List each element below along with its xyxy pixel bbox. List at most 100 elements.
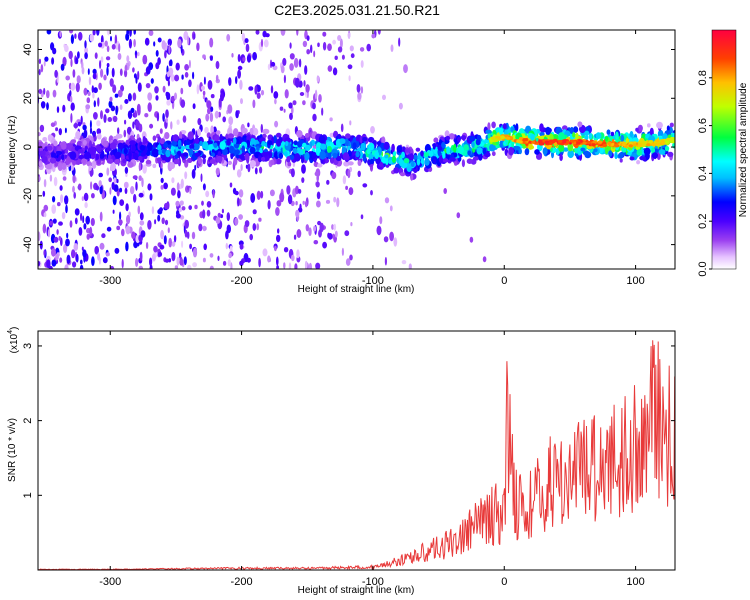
noise-speck — [164, 258, 170, 263]
noise-speck — [256, 92, 261, 99]
noise-speck — [156, 112, 160, 122]
noise-speck — [109, 96, 113, 102]
noise-speck — [289, 53, 295, 60]
ridge-mark — [219, 141, 226, 150]
ridge-mark — [368, 153, 374, 161]
noise-speck — [246, 54, 252, 63]
noise-speck — [68, 50, 73, 60]
noise-speck — [349, 254, 353, 261]
ridge-mark — [636, 160, 641, 165]
ridge-mark — [352, 142, 357, 150]
noise-speck — [133, 241, 139, 249]
noise-speck — [155, 50, 159, 57]
noise-speck — [345, 185, 348, 190]
ridge-mark — [412, 154, 418, 160]
noise-speck — [181, 74, 184, 80]
ridge-mark — [647, 123, 651, 128]
noise-speck — [90, 217, 95, 227]
noise-speck — [59, 257, 63, 263]
noise-speck — [43, 212, 47, 218]
ridge-mark — [159, 138, 166, 145]
ridge-mark — [319, 150, 326, 160]
noise-speck — [247, 122, 250, 128]
ridge-mark — [182, 152, 189, 157]
ridge-mark — [128, 151, 132, 160]
ridge-mark — [88, 165, 92, 171]
noise-speck — [135, 76, 138, 84]
noise-speck — [38, 132, 41, 137]
ridge-mark — [379, 161, 384, 168]
noise-speck — [297, 188, 302, 194]
ridge-mark — [457, 146, 464, 155]
ridge-mark — [542, 147, 548, 156]
ridge-mark — [424, 158, 430, 166]
ridge-mark — [604, 135, 609, 142]
noise-speck — [170, 187, 176, 196]
ridge-core — [669, 138, 674, 142]
ridge-mark — [165, 149, 171, 158]
noise-speck — [184, 171, 188, 180]
noise-speck — [43, 60, 46, 67]
noise-speck — [131, 231, 136, 239]
noise-speck — [192, 247, 198, 258]
ridge-core — [531, 140, 536, 144]
noise-speck — [139, 220, 145, 226]
noise-speck — [225, 242, 228, 250]
noise-speck — [54, 69, 58, 78]
ridge-mark — [156, 157, 163, 162]
ridge-mark — [357, 160, 362, 166]
noise-speck — [227, 160, 232, 165]
noise-speck — [217, 255, 220, 261]
noise-speck — [197, 118, 202, 126]
noise-speck — [357, 170, 361, 177]
ridge-mark — [472, 156, 480, 161]
noise-speck — [144, 113, 149, 118]
noise-speck — [72, 69, 76, 78]
noise-speck — [315, 181, 320, 188]
ridge-mark — [97, 145, 102, 153]
ridge-mark — [287, 162, 292, 167]
ridge-mark — [573, 126, 579, 133]
noise-speck — [125, 225, 131, 235]
noise-speck — [245, 43, 250, 53]
ridge-mark — [499, 140, 503, 148]
noise-speck — [160, 229, 165, 240]
noise-speck — [51, 57, 55, 65]
noise-speck — [276, 234, 281, 243]
noise-speck — [121, 228, 125, 237]
ridge-mark — [466, 158, 473, 164]
noise-speck — [149, 257, 153, 267]
ridge-mark — [410, 161, 415, 168]
ridge-mark — [174, 154, 179, 159]
noise-speck — [94, 245, 99, 255]
noise-speck — [238, 214, 244, 220]
noise-speck — [305, 84, 310, 93]
ridge-mark — [241, 127, 248, 134]
noise-speck — [38, 88, 43, 95]
noise-speck — [38, 260, 41, 267]
ridge-mark — [304, 133, 310, 138]
noise-speck — [99, 184, 103, 195]
noise-speck — [80, 259, 83, 265]
noise-speck — [163, 182, 169, 190]
noise-speck — [47, 229, 51, 238]
noise-speck — [260, 190, 264, 199]
noise-speck — [72, 174, 76, 184]
noise-speck — [340, 123, 344, 133]
y-tick-label: 1 — [22, 492, 34, 498]
noise-speck — [274, 120, 279, 128]
ridge-mark — [141, 131, 147, 140]
noise-speck — [134, 110, 137, 118]
noise-speck — [359, 47, 365, 52]
noise-speck — [117, 53, 122, 60]
noise-speck — [241, 32, 246, 42]
noise-speck — [135, 181, 138, 191]
noise-speck — [228, 252, 232, 259]
ridge-mark — [401, 151, 405, 159]
noise-speck — [133, 30, 136, 35]
ridge-mark — [122, 158, 127, 164]
noise-speck — [177, 190, 181, 199]
ridge-mark — [275, 158, 282, 165]
ridge-mark — [261, 140, 266, 147]
